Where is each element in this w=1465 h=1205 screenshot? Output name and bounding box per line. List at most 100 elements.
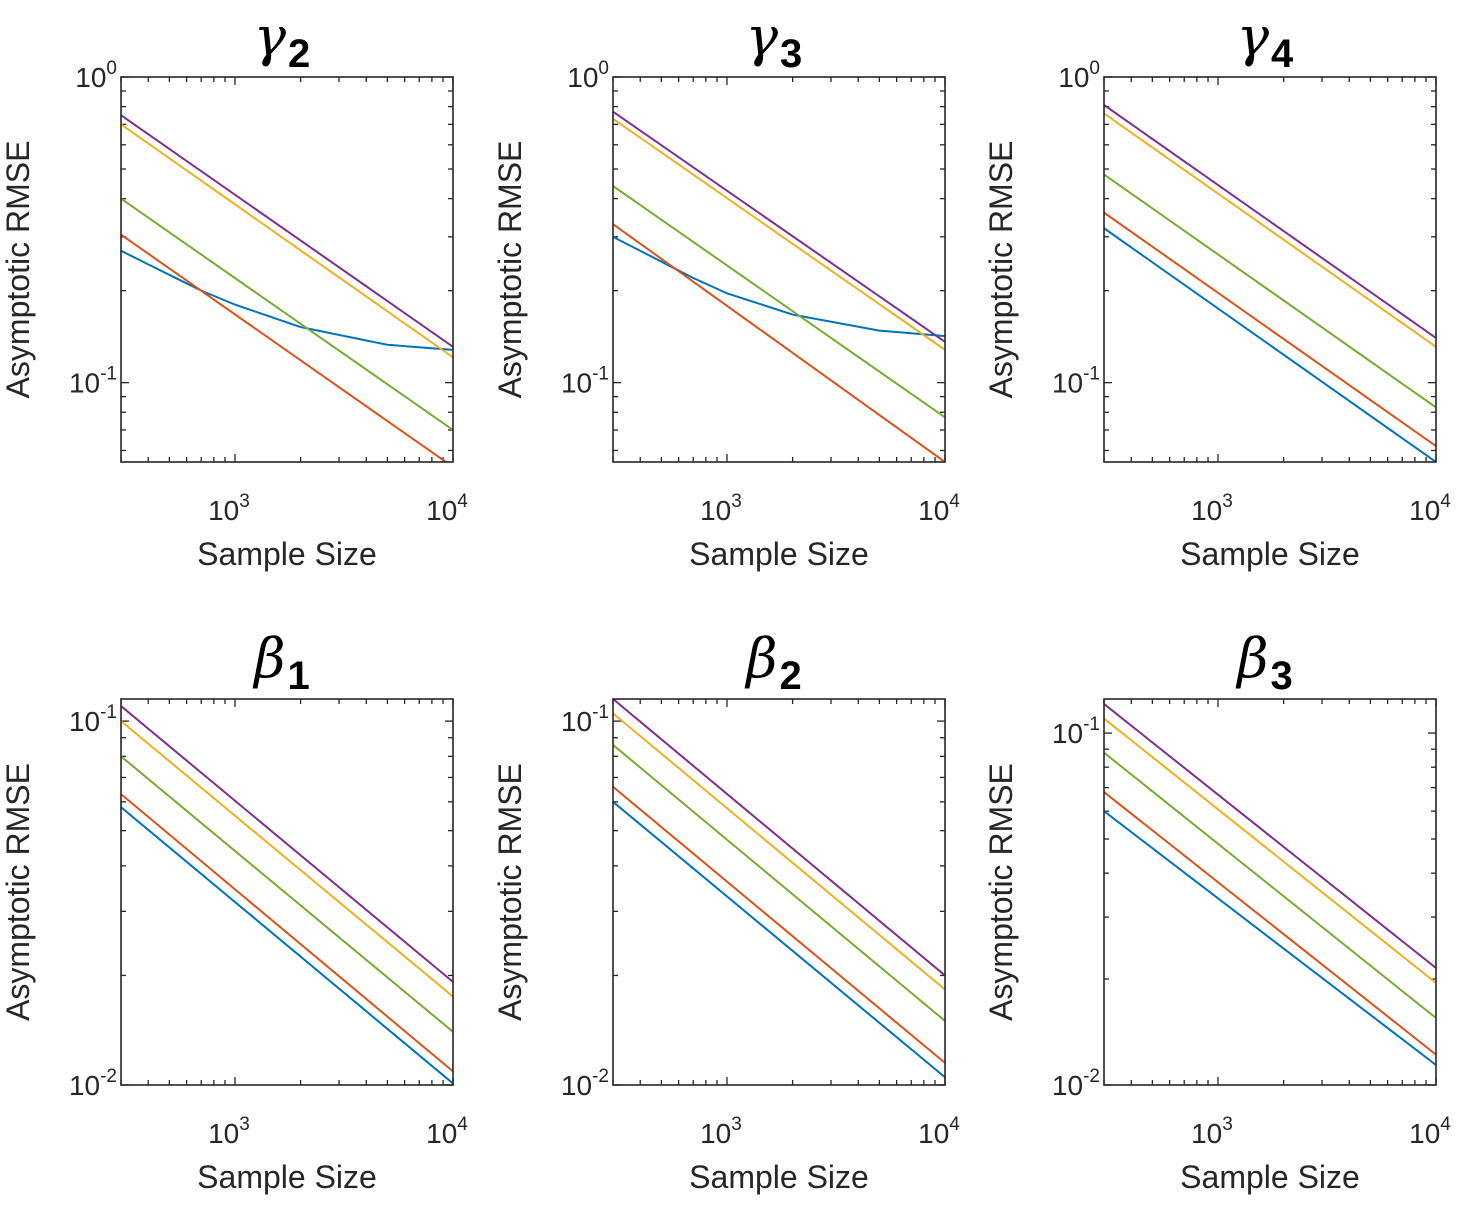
x-tick-base: 10	[426, 1118, 457, 1149]
series-line-purple	[1104, 703, 1436, 969]
y-axis-label: Asymptotic RMSE	[492, 141, 528, 399]
x-tick-exponent: 3	[239, 1114, 250, 1135]
y-axis-label: Asymptotic RMSE	[0, 141, 36, 399]
y-tick-label: 10-1	[69, 702, 117, 737]
x-tick-label: 104	[426, 491, 468, 526]
series-line-blue	[121, 249, 453, 351]
y-tick-exponent: -2	[1083, 1066, 1100, 1087]
series-group	[1104, 703, 1436, 1066]
x-tick-label: 104	[918, 491, 960, 526]
y-tick-exponent: -1	[592, 702, 609, 723]
title-subscript: 2	[779, 654, 801, 698]
x-tick-label: 103	[208, 491, 250, 526]
axes-box	[1103, 698, 1437, 1086]
series-line-purple	[613, 110, 945, 343]
x-tick-exponent: 4	[1440, 491, 1451, 512]
series-group	[1104, 104, 1436, 462]
x-tick-exponent: 4	[457, 491, 468, 512]
title-subscript: 1	[287, 654, 309, 698]
x-tick-label: 103	[700, 491, 742, 526]
series-line-green	[1104, 751, 1436, 1019]
series-line-yellow	[613, 712, 945, 991]
series-line-yellow	[1104, 717, 1436, 984]
x-tick-label: 103	[1191, 491, 1233, 526]
y-tick-label: 10-1	[1052, 364, 1100, 399]
x-tick-base: 10	[700, 1118, 731, 1149]
x-tick-base: 10	[1409, 495, 1440, 526]
series-group	[121, 705, 453, 1085]
axes-box	[120, 698, 454, 1086]
x-tick-base: 10	[426, 495, 457, 526]
series-line-blue	[121, 806, 453, 1085]
y-tick-base: 10	[1052, 718, 1083, 749]
series-line-blue	[1104, 810, 1436, 1066]
series-line-red	[613, 223, 945, 462]
series-line-purple	[613, 699, 945, 977]
axes-box	[120, 76, 454, 463]
y-tick-label: 10-1	[561, 702, 609, 737]
x-axis-label: Sample Size	[1180, 1159, 1360, 1195]
x-tick-exponent: 3	[731, 1114, 742, 1135]
y-tick-exponent: -1	[100, 702, 117, 723]
title-subscript: 3	[1270, 654, 1292, 698]
y-tick-label: 100	[75, 58, 117, 93]
x-tick-exponent: 4	[949, 1114, 960, 1135]
series-line-yellow	[121, 123, 453, 359]
panel-title: β1	[252, 627, 309, 698]
x-tick-label: 103	[700, 1114, 742, 1149]
x-tick-label: 103	[208, 1114, 250, 1149]
x-tick-label: 104	[1409, 491, 1451, 526]
y-tick-base: 10	[69, 1070, 100, 1101]
series-line-green	[121, 755, 453, 1033]
x-tick-exponent: 3	[1222, 491, 1233, 512]
title-symbol: γ	[1237, 5, 1270, 68]
y-tick-label: 10-2	[1052, 1066, 1100, 1101]
series-line-red	[1104, 211, 1436, 447]
x-tick-exponent: 4	[949, 491, 960, 512]
y-tick-base: 10	[561, 368, 592, 399]
y-axis-label: Asymptotic RMSE	[983, 141, 1019, 399]
panel-title: β3	[1235, 627, 1292, 698]
title-subscript: 4	[1271, 32, 1294, 76]
series-line-purple	[1104, 104, 1436, 339]
y-tick-base: 10	[69, 706, 100, 737]
y-tick-exponent: -1	[1083, 364, 1100, 385]
series-line-blue	[613, 801, 945, 1079]
panel-title: γ4	[1237, 5, 1294, 76]
series-group	[613, 699, 945, 1079]
axes-box	[1103, 76, 1437, 463]
series-line-purple	[121, 114, 453, 348]
series-line-red	[613, 785, 945, 1064]
series-line-blue	[613, 235, 945, 338]
series-line-purple	[121, 705, 453, 983]
panel-title: β2	[744, 627, 801, 698]
y-tick-base: 10	[561, 1070, 592, 1101]
x-tick-base: 10	[1191, 495, 1222, 526]
y-tick-exponent: -1	[1083, 714, 1100, 735]
x-tick-label: 104	[1409, 1114, 1451, 1149]
y-tick-base: 10	[69, 368, 100, 399]
y-tick-exponent: -1	[592, 364, 609, 385]
y-tick-label: 100	[567, 58, 609, 93]
x-tick-base: 10	[1409, 1118, 1440, 1149]
x-tick-exponent: 3	[1222, 1114, 1233, 1135]
y-tick-label: 10-2	[561, 1066, 609, 1101]
title-symbol: β	[252, 627, 285, 690]
x-tick-base: 10	[1191, 1118, 1222, 1149]
panel-title: γ3	[746, 5, 803, 76]
x-tick-label: 103	[1191, 1114, 1233, 1149]
y-tick-base: 10	[1052, 368, 1083, 399]
y-tick-label: 10-1	[1052, 714, 1100, 749]
x-tick-exponent: 3	[731, 491, 742, 512]
x-tick-exponent: 4	[1440, 1114, 1451, 1135]
title-subscript: 2	[288, 32, 310, 76]
series-line-red	[1104, 791, 1436, 1056]
y-tick-base: 10	[1058, 62, 1089, 93]
series-line-yellow	[613, 117, 945, 351]
x-tick-label: 104	[426, 1114, 468, 1149]
